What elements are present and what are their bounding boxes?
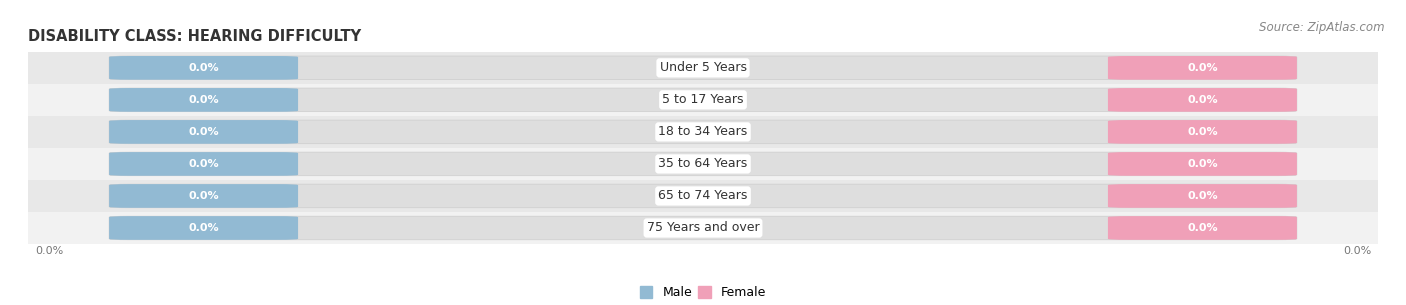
Bar [28, 116, 1378, 148]
Text: Under 5 Years: Under 5 Years [659, 61, 747, 74]
Text: 35 to 64 Years: 35 to 64 Years [658, 157, 748, 170]
FancyBboxPatch shape [110, 216, 1296, 240]
FancyBboxPatch shape [110, 56, 1296, 80]
FancyBboxPatch shape [1108, 152, 1296, 176]
Text: 0.0%: 0.0% [188, 127, 219, 137]
FancyBboxPatch shape [110, 184, 1296, 208]
FancyBboxPatch shape [110, 184, 298, 208]
Text: 0.0%: 0.0% [1187, 95, 1218, 105]
Legend: Male, Female: Male, Female [640, 286, 766, 299]
Bar [28, 52, 1378, 84]
Bar [28, 212, 1378, 244]
Bar [28, 148, 1378, 180]
FancyBboxPatch shape [1108, 88, 1296, 112]
Text: 0.0%: 0.0% [188, 95, 219, 105]
Text: DISABILITY CLASS: HEARING DIFFICULTY: DISABILITY CLASS: HEARING DIFFICULTY [28, 29, 361, 44]
Text: 0.0%: 0.0% [188, 191, 219, 201]
Text: 0.0%: 0.0% [1187, 223, 1218, 233]
Bar [28, 180, 1378, 212]
Text: 0.0%: 0.0% [1187, 191, 1218, 201]
FancyBboxPatch shape [110, 120, 1296, 144]
Bar [28, 84, 1378, 116]
FancyBboxPatch shape [110, 56, 298, 80]
Text: 65 to 74 Years: 65 to 74 Years [658, 189, 748, 203]
Text: 0.0%: 0.0% [188, 63, 219, 73]
FancyBboxPatch shape [110, 216, 298, 240]
FancyBboxPatch shape [110, 88, 298, 112]
Text: 18 to 34 Years: 18 to 34 Years [658, 125, 748, 138]
FancyBboxPatch shape [1108, 120, 1296, 144]
FancyBboxPatch shape [110, 120, 298, 144]
Text: 0.0%: 0.0% [1187, 127, 1218, 137]
Text: 5 to 17 Years: 5 to 17 Years [662, 93, 744, 106]
Text: 0.0%: 0.0% [35, 246, 63, 256]
Text: Source: ZipAtlas.com: Source: ZipAtlas.com [1260, 21, 1385, 34]
FancyBboxPatch shape [110, 88, 1296, 112]
Text: 0.0%: 0.0% [1343, 246, 1371, 256]
Text: 0.0%: 0.0% [188, 223, 219, 233]
FancyBboxPatch shape [110, 152, 298, 176]
Text: 0.0%: 0.0% [188, 159, 219, 169]
FancyBboxPatch shape [1108, 216, 1296, 240]
FancyBboxPatch shape [110, 152, 1296, 176]
FancyBboxPatch shape [1108, 184, 1296, 208]
Text: 0.0%: 0.0% [1187, 159, 1218, 169]
Text: 75 Years and over: 75 Years and over [647, 221, 759, 235]
FancyBboxPatch shape [1108, 56, 1296, 80]
Text: 0.0%: 0.0% [1187, 63, 1218, 73]
